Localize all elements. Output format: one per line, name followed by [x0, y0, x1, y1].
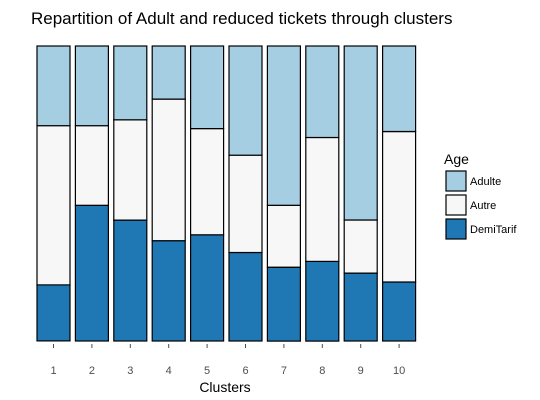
- bar-segment-demitarif-cluster-9: [343, 272, 378, 342]
- bar-segment-adulte-cluster-4: [151, 45, 186, 100]
- bar-segment-demitarif-cluster-5: [190, 234, 225, 342]
- bar-segment-demitarif-cluster-2: [74, 204, 110, 342]
- bar-segment-demitarif-cluster-1: [36, 284, 71, 342]
- x-tick-label-8: 8: [319, 365, 325, 377]
- chart-title: Repartition of Adult and reduced tickets…: [31, 9, 452, 28]
- bar-segment-autre-cluster-3: [113, 119, 148, 221]
- bar-segment-demitarif-cluster-10: [382, 281, 417, 342]
- bar-segment-adulte-cluster-6: [228, 45, 263, 156]
- x-tick-label-1: 1: [50, 365, 56, 377]
- bar-segment-autre-cluster-8: [305, 136, 340, 263]
- x-tick-label-5: 5: [204, 365, 210, 377]
- bars-group: [36, 45, 417, 342]
- bar-segment-demitarif-cluster-8: [305, 260, 340, 342]
- legend-label-demitarif: DemiTarif: [470, 224, 517, 236]
- x-tick-label-10: 10: [393, 365, 405, 377]
- bar-segment-demitarif-cluster-4: [151, 240, 186, 342]
- bar-segment-autre-cluster-4: [151, 98, 186, 242]
- legend-swatch-adulte: [445, 170, 467, 192]
- bar-segment-adulte-cluster-9: [343, 45, 378, 221]
- x-tick-label-9: 9: [358, 365, 364, 377]
- bar-segment-adulte-cluster-3: [113, 45, 148, 121]
- legend-label-autre: Autre: [470, 200, 496, 212]
- bar-segment-autre-cluster-9: [343, 219, 378, 274]
- legend-swatch-demitarif: [445, 218, 467, 240]
- x-axis-ticks: 1 2 3 4 5 6 7 8 9 10: [50, 344, 405, 377]
- bar-segment-adulte-cluster-8: [305, 45, 340, 139]
- x-tick-label-4: 4: [166, 365, 172, 377]
- bar-segment-autre-cluster-5: [190, 128, 225, 236]
- legend-label-adulte: Adulte: [470, 176, 501, 188]
- bar-segment-demitarif-cluster-3: [113, 219, 148, 342]
- bar-segment-adulte-cluster-5: [190, 45, 225, 130]
- bar-segment-autre-cluster-6: [228, 154, 263, 254]
- x-tick-label-2: 2: [89, 365, 95, 377]
- bar-segment-demitarif-cluster-6: [228, 251, 263, 342]
- bar-segment-demitarif-cluster-7: [266, 266, 301, 342]
- legend-title: Age: [444, 151, 469, 167]
- bar-segment-autre-cluster-7: [266, 204, 301, 268]
- legend-swatch-autre: [445, 194, 467, 216]
- bar-segment-adulte-cluster-7: [266, 45, 301, 206]
- bar-segment-autre-cluster-1: [36, 124, 71, 286]
- legend: Age Adulte Autre DemiTarif: [444, 151, 517, 240]
- x-tick-label-6: 6: [242, 365, 248, 377]
- x-tick-label-7: 7: [281, 365, 287, 377]
- x-axis-title: Clusters: [199, 379, 250, 395]
- bar-segment-autre-cluster-2: [74, 124, 110, 206]
- bar-segment-adulte-cluster-1: [36, 45, 71, 127]
- x-tick-label-3: 3: [127, 365, 133, 377]
- bar-segment-adulte-cluster-2: [74, 45, 110, 127]
- bar-segment-autre-cluster-10: [382, 131, 417, 283]
- bar-segment-adulte-cluster-10: [382, 45, 417, 133]
